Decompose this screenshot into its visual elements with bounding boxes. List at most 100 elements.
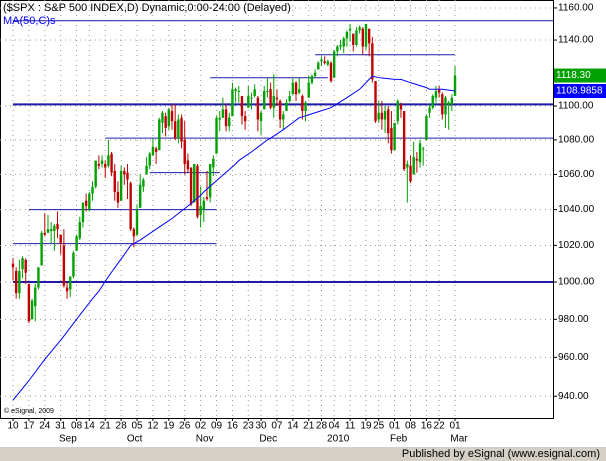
candle-body <box>218 117 221 120</box>
candle-body <box>339 44 342 47</box>
candle-body <box>329 62 333 82</box>
candle-body <box>390 127 393 151</box>
candle-body <box>81 202 85 223</box>
x-tick-label: 23 <box>243 421 255 432</box>
candle-body <box>345 31 349 39</box>
ma-value-tag-box <box>554 83 606 98</box>
candle-body <box>393 122 396 151</box>
candle-body <box>240 95 244 117</box>
candle-body <box>189 167 193 205</box>
candle-body <box>113 170 116 192</box>
x-month-label: Oct <box>127 434 143 445</box>
x-tick-label: 08 <box>71 421 83 432</box>
y-tick-label: 940.00 <box>558 391 589 402</box>
ma-value-tag: 1108.9858 <box>556 86 603 97</box>
candle-body <box>275 97 279 100</box>
candle-body <box>46 229 50 233</box>
candle-body <box>78 222 81 239</box>
candle-body <box>332 51 336 78</box>
candle-body <box>259 112 263 122</box>
x-tick-label: 21 <box>100 421 112 432</box>
chart-title: ($SPX : S&P 500 INDEX,D) Dynamic,0:00-24… <box>3 2 291 14</box>
candle-body <box>151 146 155 156</box>
x-tick-label: 09 <box>211 421 223 432</box>
candle-body <box>406 163 409 168</box>
candle-body <box>437 89 441 93</box>
candle-body <box>444 97 447 115</box>
candle-body <box>91 186 94 194</box>
candle-body <box>177 119 180 139</box>
candle-body <box>317 62 320 70</box>
candle-body <box>170 111 174 122</box>
candle-body <box>298 89 301 93</box>
x-tick-label: 05 <box>131 421 143 432</box>
y-tick-label: 1100.00 <box>558 101 594 112</box>
candle-body <box>21 258 24 270</box>
candle-body <box>205 197 209 199</box>
x-tick-label: 04 <box>329 421 341 432</box>
candle-body <box>65 287 69 292</box>
candle-body <box>358 27 361 31</box>
candle-body <box>272 95 275 108</box>
footer: Published by eSignal (www.esignal.com) <box>402 448 600 460</box>
x-tick-label: 14 <box>287 421 299 432</box>
candle-body <box>161 112 164 123</box>
candle-body <box>104 163 107 168</box>
x-tick-label: 12 <box>147 421 159 432</box>
candle-body <box>278 100 282 120</box>
x-tick-label: 19 <box>163 421 175 432</box>
x-tick-label: 14 <box>84 421 96 432</box>
candle-body <box>323 61 326 63</box>
candle-body <box>164 116 167 128</box>
candle-body <box>199 206 202 215</box>
candle-body <box>361 28 364 47</box>
y-tick-label: 1060.00 <box>558 169 595 180</box>
candle-body <box>367 28 371 44</box>
y-tick-label: 1160.00 <box>558 3 594 14</box>
candle-body <box>253 89 256 96</box>
candle-body <box>221 109 225 118</box>
candle-body <box>374 81 377 122</box>
candle-body <box>193 163 196 203</box>
candle-body <box>387 109 390 134</box>
candle-body <box>49 229 53 232</box>
x-tick-label: 02 <box>195 421 207 432</box>
candle-body <box>37 267 40 288</box>
candle-body <box>132 229 136 237</box>
candle-body <box>380 112 384 120</box>
footer-bar <box>0 447 606 461</box>
candle-body <box>53 225 56 232</box>
candle-body <box>119 170 123 201</box>
candle-body <box>208 163 212 198</box>
ma-legend: MA(50,C)s <box>3 15 56 27</box>
candle-body <box>313 72 317 77</box>
candle-body <box>196 165 199 217</box>
candle-body <box>116 191 120 203</box>
candle-body <box>336 46 339 52</box>
x-tick-label: 28 <box>316 421 328 432</box>
candle-body <box>396 100 399 122</box>
candle-body <box>88 193 91 210</box>
x-tick-label: 01 <box>389 421 401 432</box>
candle-body <box>224 109 228 127</box>
candle-body <box>139 184 142 208</box>
candle-body <box>377 112 380 120</box>
candle-body <box>301 95 304 112</box>
candle-body <box>148 153 151 166</box>
candle-body <box>18 270 21 294</box>
candle-body <box>364 23 368 47</box>
candle-body <box>107 155 110 166</box>
candle-body <box>266 90 269 92</box>
candle-body <box>348 28 352 31</box>
candle-body <box>34 287 37 307</box>
y-tick-label: 960.00 <box>558 352 589 363</box>
candle-body <box>75 236 78 251</box>
x-tick-label: 24 <box>39 421 51 432</box>
candle-body <box>310 76 314 83</box>
x-tick-label: 19 <box>360 421 372 432</box>
candle-body <box>30 300 34 320</box>
y-tick-label: 1140.00 <box>558 35 594 46</box>
x-tick-label: 11 <box>345 421 356 432</box>
candle-body <box>256 97 260 120</box>
